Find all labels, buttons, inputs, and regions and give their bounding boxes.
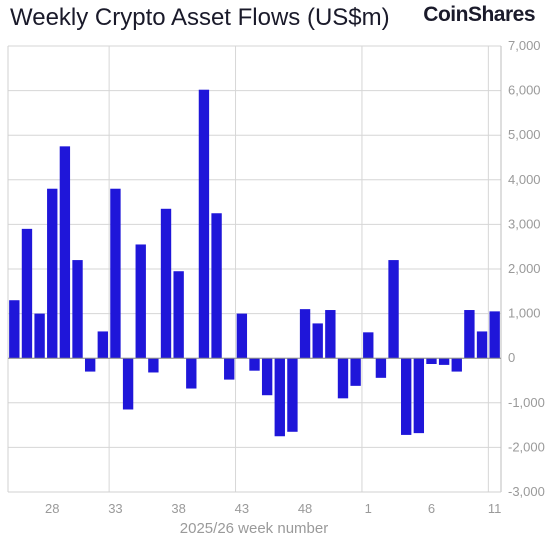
x-tick-label: 38	[171, 501, 185, 516]
bar-week-51	[337, 358, 349, 399]
bar-week-11	[489, 311, 500, 359]
y-tick-label: -1,000	[508, 395, 545, 410]
bar-week-40	[198, 89, 210, 359]
bar-week-34	[122, 358, 134, 410]
bar-week-52	[350, 358, 361, 386]
x-tick-label: 11	[488, 501, 502, 516]
bar-week-45	[261, 358, 273, 396]
bar-week-39	[186, 358, 197, 389]
x-tick-label: 48	[298, 501, 312, 516]
y-tick-label: 2,000	[508, 261, 541, 276]
y-tick-label: 3,000	[508, 216, 541, 231]
y-tick-label: 5,000	[508, 127, 541, 142]
bar-week-41	[211, 213, 222, 359]
x-tick-label: 28	[45, 501, 59, 516]
bar-week-35	[135, 244, 146, 359]
bar-week-43	[236, 313, 248, 359]
chart-title: Weekly Crypto Asset Flows (US$m)	[10, 4, 390, 31]
y-tick-label: 6,000	[508, 83, 541, 98]
bar-week-3	[388, 260, 399, 359]
bar-week-5	[413, 358, 425, 434]
bar-week-1	[363, 332, 374, 359]
bar-week-2	[375, 358, 387, 378]
bar-week-31	[84, 358, 96, 372]
bar-week-9	[464, 310, 475, 359]
bar-week-4	[401, 358, 412, 435]
bar-week-27	[34, 313, 45, 359]
bar-week-49	[312, 323, 323, 359]
bar-week-38	[173, 271, 184, 359]
bar-week-29	[59, 146, 71, 359]
bar-week-47	[287, 358, 298, 432]
bar-week-42	[224, 358, 235, 380]
bar-week-32	[97, 331, 108, 359]
bar-week-33	[110, 188, 121, 359]
bar-week-10	[476, 331, 488, 359]
y-tick-label: 4,000	[508, 172, 541, 187]
bar-week-48	[299, 309, 311, 359]
x-axis-title: 2025/26 week number	[180, 520, 328, 537]
bar-week-50	[325, 310, 336, 359]
y-tick-label: 1,000	[508, 306, 541, 321]
y-tick-label: 7,000	[508, 38, 541, 53]
bar-week-46	[274, 358, 285, 437]
x-tick-label: 6	[428, 501, 435, 516]
x-tick-label: 43	[235, 501, 249, 516]
bar-week-25	[9, 300, 20, 359]
bar-week-7	[438, 358, 450, 365]
y-tick-label: -2,000	[508, 439, 545, 454]
bar-week-37	[160, 208, 172, 359]
x-tick-label: 33	[108, 501, 122, 516]
bar-week-44	[249, 358, 260, 371]
y-tick-label: 0	[508, 350, 515, 365]
bar-week-6	[426, 358, 437, 364]
bar-week-8	[451, 358, 462, 372]
coinshares-logo: CoinShares	[423, 3, 535, 26]
bar-week-36	[148, 358, 159, 373]
x-tick-label: 1	[365, 501, 372, 516]
bar-week-30	[72, 260, 83, 359]
bar-week-26	[21, 228, 33, 359]
bar-week-28	[47, 188, 58, 359]
y-tick-label: -3,000	[508, 484, 545, 499]
